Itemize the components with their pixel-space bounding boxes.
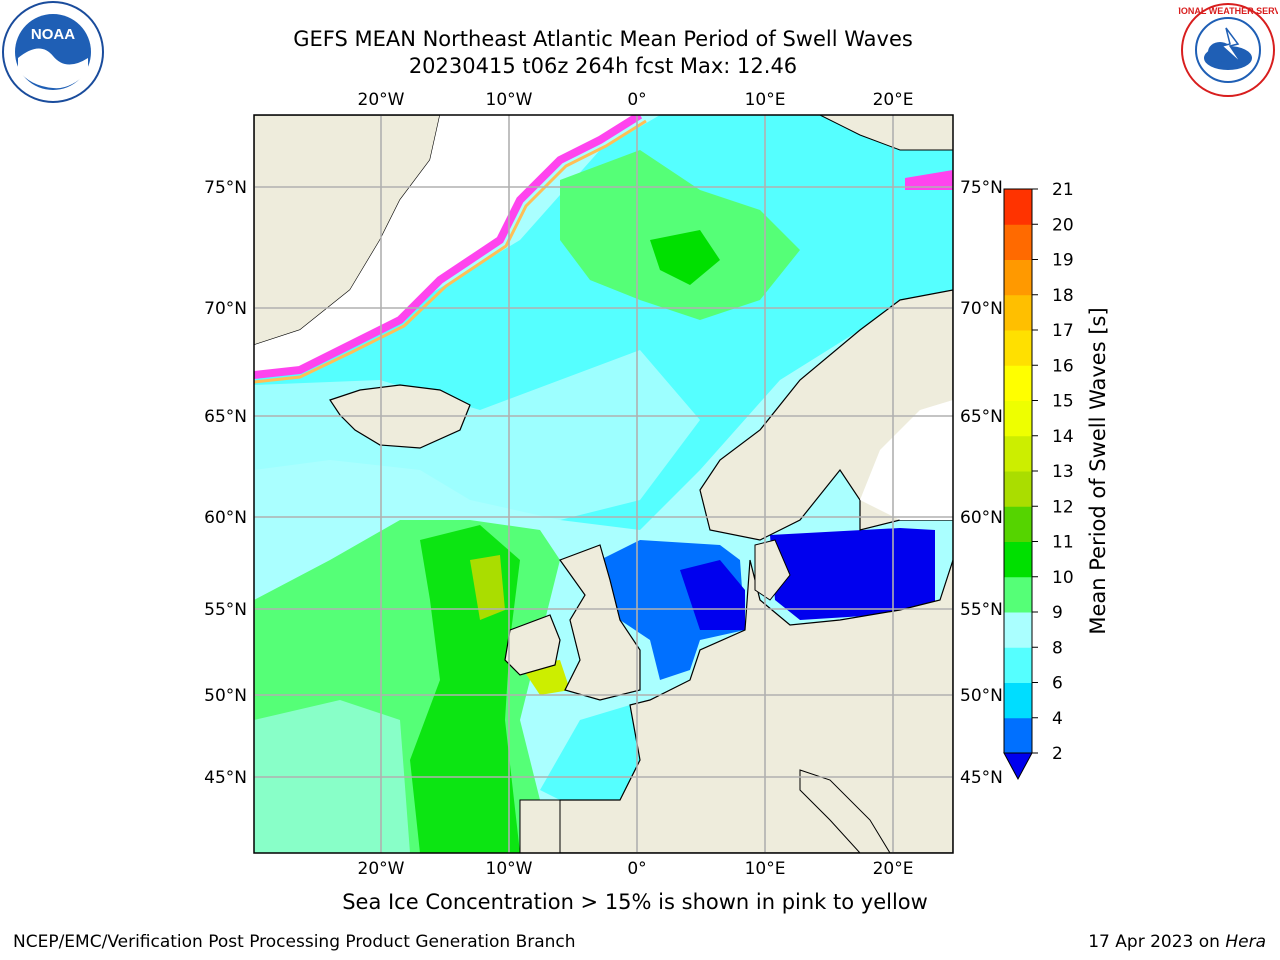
ice-edge-greenland-outer [254, 119, 647, 384]
colorbar-segment [1004, 612, 1032, 648]
swell-zone-under2-northsea [680, 560, 745, 630]
lat-right-6: 45°N [960, 768, 1003, 788]
colorbar-tick-label: 8 [1052, 638, 1063, 658]
colorbar-tick-label: 16 [1052, 356, 1074, 376]
colorbar-segment [1004, 682, 1032, 719]
colorbar-tick-label: 13 [1052, 462, 1074, 482]
sea-ice-caption: Sea Ice Concentration > 15% is shown in … [342, 890, 928, 914]
colorbar-tick-label: 21 [1052, 180, 1074, 200]
date-text: 17 Apr 2023 on [1088, 932, 1226, 952]
colorbar-tick-label: 11 [1052, 533, 1074, 553]
graticule [254, 115, 953, 853]
colorbar-segment [1004, 576, 1032, 613]
colorbar-tick-label: 15 [1052, 392, 1074, 412]
lon-top-3: 10°E [745, 90, 786, 110]
colorbar-tick-label: 20 [1052, 215, 1074, 235]
colorbar-segment [1004, 365, 1032, 401]
nws-logo-text: NATIONAL WEATHER SERVICE [1178, 6, 1278, 16]
lon-bottom-2: 0° [627, 859, 646, 879]
colorbar-tick-label: 2 [1052, 744, 1063, 764]
colorbar-segment [1004, 224, 1032, 260]
lon-bottom-4: 20°E [873, 859, 914, 879]
nws-logo: NATIONAL WEATHER SERVICE [1178, 3, 1278, 97]
noaa-logo-text: NOAA [31, 26, 75, 43]
title-line-2: 20230415 t06z 264h fcst Max: 12.46 [408, 54, 798, 78]
lon-top-2: 0° [627, 90, 646, 110]
ice-edge-greenland [254, 115, 643, 379]
colorbar-label: Mean Period of Swell Waves [s] [1086, 307, 1110, 634]
ice-edge-svalbard [905, 170, 953, 190]
lat-left-4: 55°N [204, 600, 247, 620]
land-italy [799, 769, 891, 853]
noaa-logo: NOAA [2, 1, 104, 103]
colorbar-tick-label: 4 [1052, 709, 1063, 729]
map-area [254, 115, 953, 853]
colorbar-segment [1004, 541, 1032, 578]
land-iberia [519, 799, 561, 853]
lon-bottom-1: 10°W [486, 859, 533, 879]
colorbar-tick-label: 19 [1052, 251, 1074, 271]
lat-left-5: 50°N [204, 686, 247, 706]
lon-top-4: 20°E [873, 90, 914, 110]
lat-right-4: 55°N [960, 600, 1003, 620]
lat-left-1: 70°N [204, 299, 247, 319]
map-frame [253, 114, 954, 854]
lat-right-1: 70°N [960, 299, 1003, 319]
lat-right-5: 50°N [960, 686, 1003, 706]
lon-bottom-3: 10°E [745, 859, 786, 879]
lat-right-3: 60°N [960, 508, 1003, 528]
colorbar-segment [1004, 717, 1032, 754]
credit-line: NCEP/EMC/Verification Post Processing Pr… [13, 932, 576, 952]
land-ireland [504, 614, 561, 676]
colorbar-segment [1004, 189, 1032, 225]
lon-top-0: 20°W [358, 90, 405, 110]
colorbar-segment [1004, 647, 1032, 683]
colorbar: 2 4 6 8 9 10 11 12 13 14 15 16 17 18 19 20 21 [1003, 180, 1074, 781]
date-line: 17 Apr 2023 on Hera [1088, 932, 1266, 952]
swell-zone-10-11-north [650, 230, 720, 285]
land-svalbard [819, 115, 953, 151]
machine-name: Hera [1225, 932, 1266, 952]
lat-right-2: 65°N [960, 407, 1003, 427]
colorbar-segment [1004, 259, 1032, 296]
colorbar-tick-label: 12 [1052, 497, 1074, 517]
colorbar-segment [1004, 506, 1032, 542]
colorbar-segment [1004, 471, 1032, 507]
colorbar-under-extension [1003, 752, 1033, 781]
ice-void-bothnia [860, 400, 953, 520]
colorbar-tick-label: 14 [1052, 427, 1074, 447]
colorbar-tick-label: 10 [1052, 568, 1074, 588]
ice-void-greenland [254, 115, 640, 375]
colorbar-tick-label: 9 [1052, 603, 1063, 623]
colorbar-tick-label: 17 [1052, 321, 1074, 341]
lat-left-6: 45°N [204, 768, 247, 788]
colorbar-tick-label: 18 [1052, 286, 1074, 306]
colorbar-tick-label: 6 [1052, 674, 1063, 694]
lat-right-0: 75°N [960, 178, 1003, 198]
land-denmark [754, 539, 791, 601]
colorbar-segment [1004, 330, 1032, 366]
title-line-1: GEFS MEAN Northeast Atlantic Mean Period… [293, 27, 913, 51]
colorbar-segment [1004, 435, 1032, 472]
swell-zone-under2-baltic [770, 528, 935, 620]
axis-labels: 20°W 10°W 0° 10°E 20°E 20°W 10°W 0° 10°E… [204, 90, 1003, 879]
lat-left-0: 75°N [204, 178, 247, 198]
colorbar-segment [1004, 294, 1032, 331]
swell-zone-11-12-west [470, 555, 505, 620]
colorbar-segment [1004, 400, 1032, 437]
lon-top-1: 10°W [486, 90, 533, 110]
lat-left-2: 65°N [204, 407, 247, 427]
lat-left-3: 60°N [204, 508, 247, 528]
lon-bottom-0: 20°W [358, 859, 405, 879]
